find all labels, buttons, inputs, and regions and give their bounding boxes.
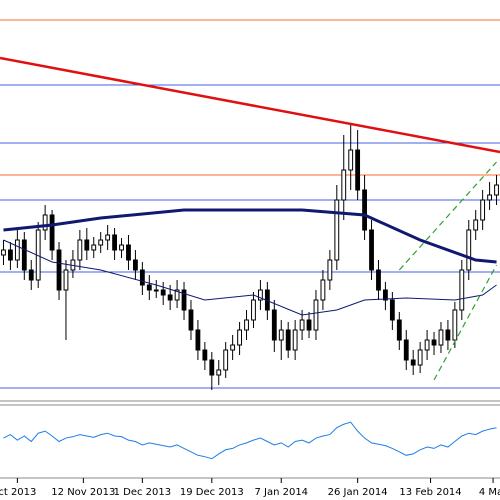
candle-body xyxy=(410,359,416,366)
indicator-line xyxy=(3,239,497,316)
candle-body xyxy=(146,284,152,291)
candle-body xyxy=(417,349,423,366)
candle-body xyxy=(438,329,444,346)
candle-body xyxy=(396,319,402,341)
candle-body xyxy=(216,369,222,376)
candle-body xyxy=(21,239,27,271)
x-tick-label: 7 Jan 2014 xyxy=(254,487,308,498)
candle-body xyxy=(91,244,97,251)
candle-body xyxy=(153,289,159,292)
candle-body xyxy=(278,329,284,341)
x-tick-label: ct 2013 xyxy=(0,487,36,498)
candle-body xyxy=(389,299,395,321)
candle-body xyxy=(223,349,229,371)
candle-body xyxy=(8,249,13,261)
candle-body xyxy=(285,329,291,351)
candle-body xyxy=(341,169,347,201)
candle-body xyxy=(237,329,242,346)
candle-body xyxy=(431,339,437,346)
candle-body xyxy=(139,269,145,286)
candle-body xyxy=(355,149,361,191)
candle-body xyxy=(202,349,208,361)
candle-body xyxy=(98,239,104,246)
x-tick-label: 13 Feb 2014 xyxy=(399,487,461,498)
candle-body xyxy=(348,149,354,171)
candle-body xyxy=(244,319,249,331)
candle-body xyxy=(126,244,131,261)
x-tick-label: 12 Nov 2013 xyxy=(51,487,115,498)
indicator-line xyxy=(0,56,500,154)
candle-body xyxy=(56,249,62,291)
candle-body xyxy=(77,239,83,261)
candle-body xyxy=(306,319,312,331)
candle-body xyxy=(403,339,409,361)
candle-body xyxy=(49,214,55,251)
candle-body xyxy=(258,289,263,301)
candle-body xyxy=(299,319,305,331)
candle-body xyxy=(1,249,6,256)
candle-body xyxy=(167,294,173,301)
candle-body xyxy=(119,244,124,251)
candle-body xyxy=(105,234,111,241)
indicator-line xyxy=(398,161,497,271)
candle-body xyxy=(362,189,367,231)
candle-body xyxy=(313,299,319,331)
candle-body xyxy=(84,239,90,251)
x-tick-label: 26 Jan 2014 xyxy=(328,487,388,498)
candle-body xyxy=(195,329,201,351)
oscillator-line xyxy=(3,421,497,460)
x-tick-label: 19 Dec 2013 xyxy=(180,487,244,498)
candle-body xyxy=(251,299,256,321)
candle-body xyxy=(42,214,48,231)
candle-body xyxy=(292,329,298,351)
candle-body xyxy=(188,309,194,331)
indicator-line xyxy=(3,208,497,264)
candle-body xyxy=(174,289,180,301)
candle-body xyxy=(14,239,20,261)
candle-body xyxy=(334,199,340,261)
candle-body xyxy=(327,259,333,281)
indicator-line xyxy=(433,264,498,381)
candle-body xyxy=(480,199,486,221)
candle-body xyxy=(209,359,215,376)
candle-body xyxy=(473,219,479,231)
x-tick-label: 1 Dec 2013 xyxy=(114,487,172,498)
candle-body xyxy=(376,269,381,291)
candle-body xyxy=(63,269,69,291)
candle-body xyxy=(445,329,451,341)
candle-body xyxy=(494,184,499,196)
candle-body xyxy=(369,229,374,271)
candle-body xyxy=(466,229,472,271)
candle-body xyxy=(28,269,34,281)
x-tick-label: 4 Mar xyxy=(479,487,500,498)
candle-body xyxy=(424,339,430,351)
candle-body xyxy=(459,269,465,311)
candle-body xyxy=(487,194,492,201)
candle-body xyxy=(133,259,138,271)
candle-body xyxy=(320,279,326,301)
candle-body xyxy=(271,309,277,341)
candle-body xyxy=(112,234,117,251)
candle-body xyxy=(230,344,236,351)
candle-body xyxy=(383,289,388,301)
candle-body xyxy=(160,289,166,296)
candle-body xyxy=(452,309,458,341)
candle-body xyxy=(181,289,187,311)
